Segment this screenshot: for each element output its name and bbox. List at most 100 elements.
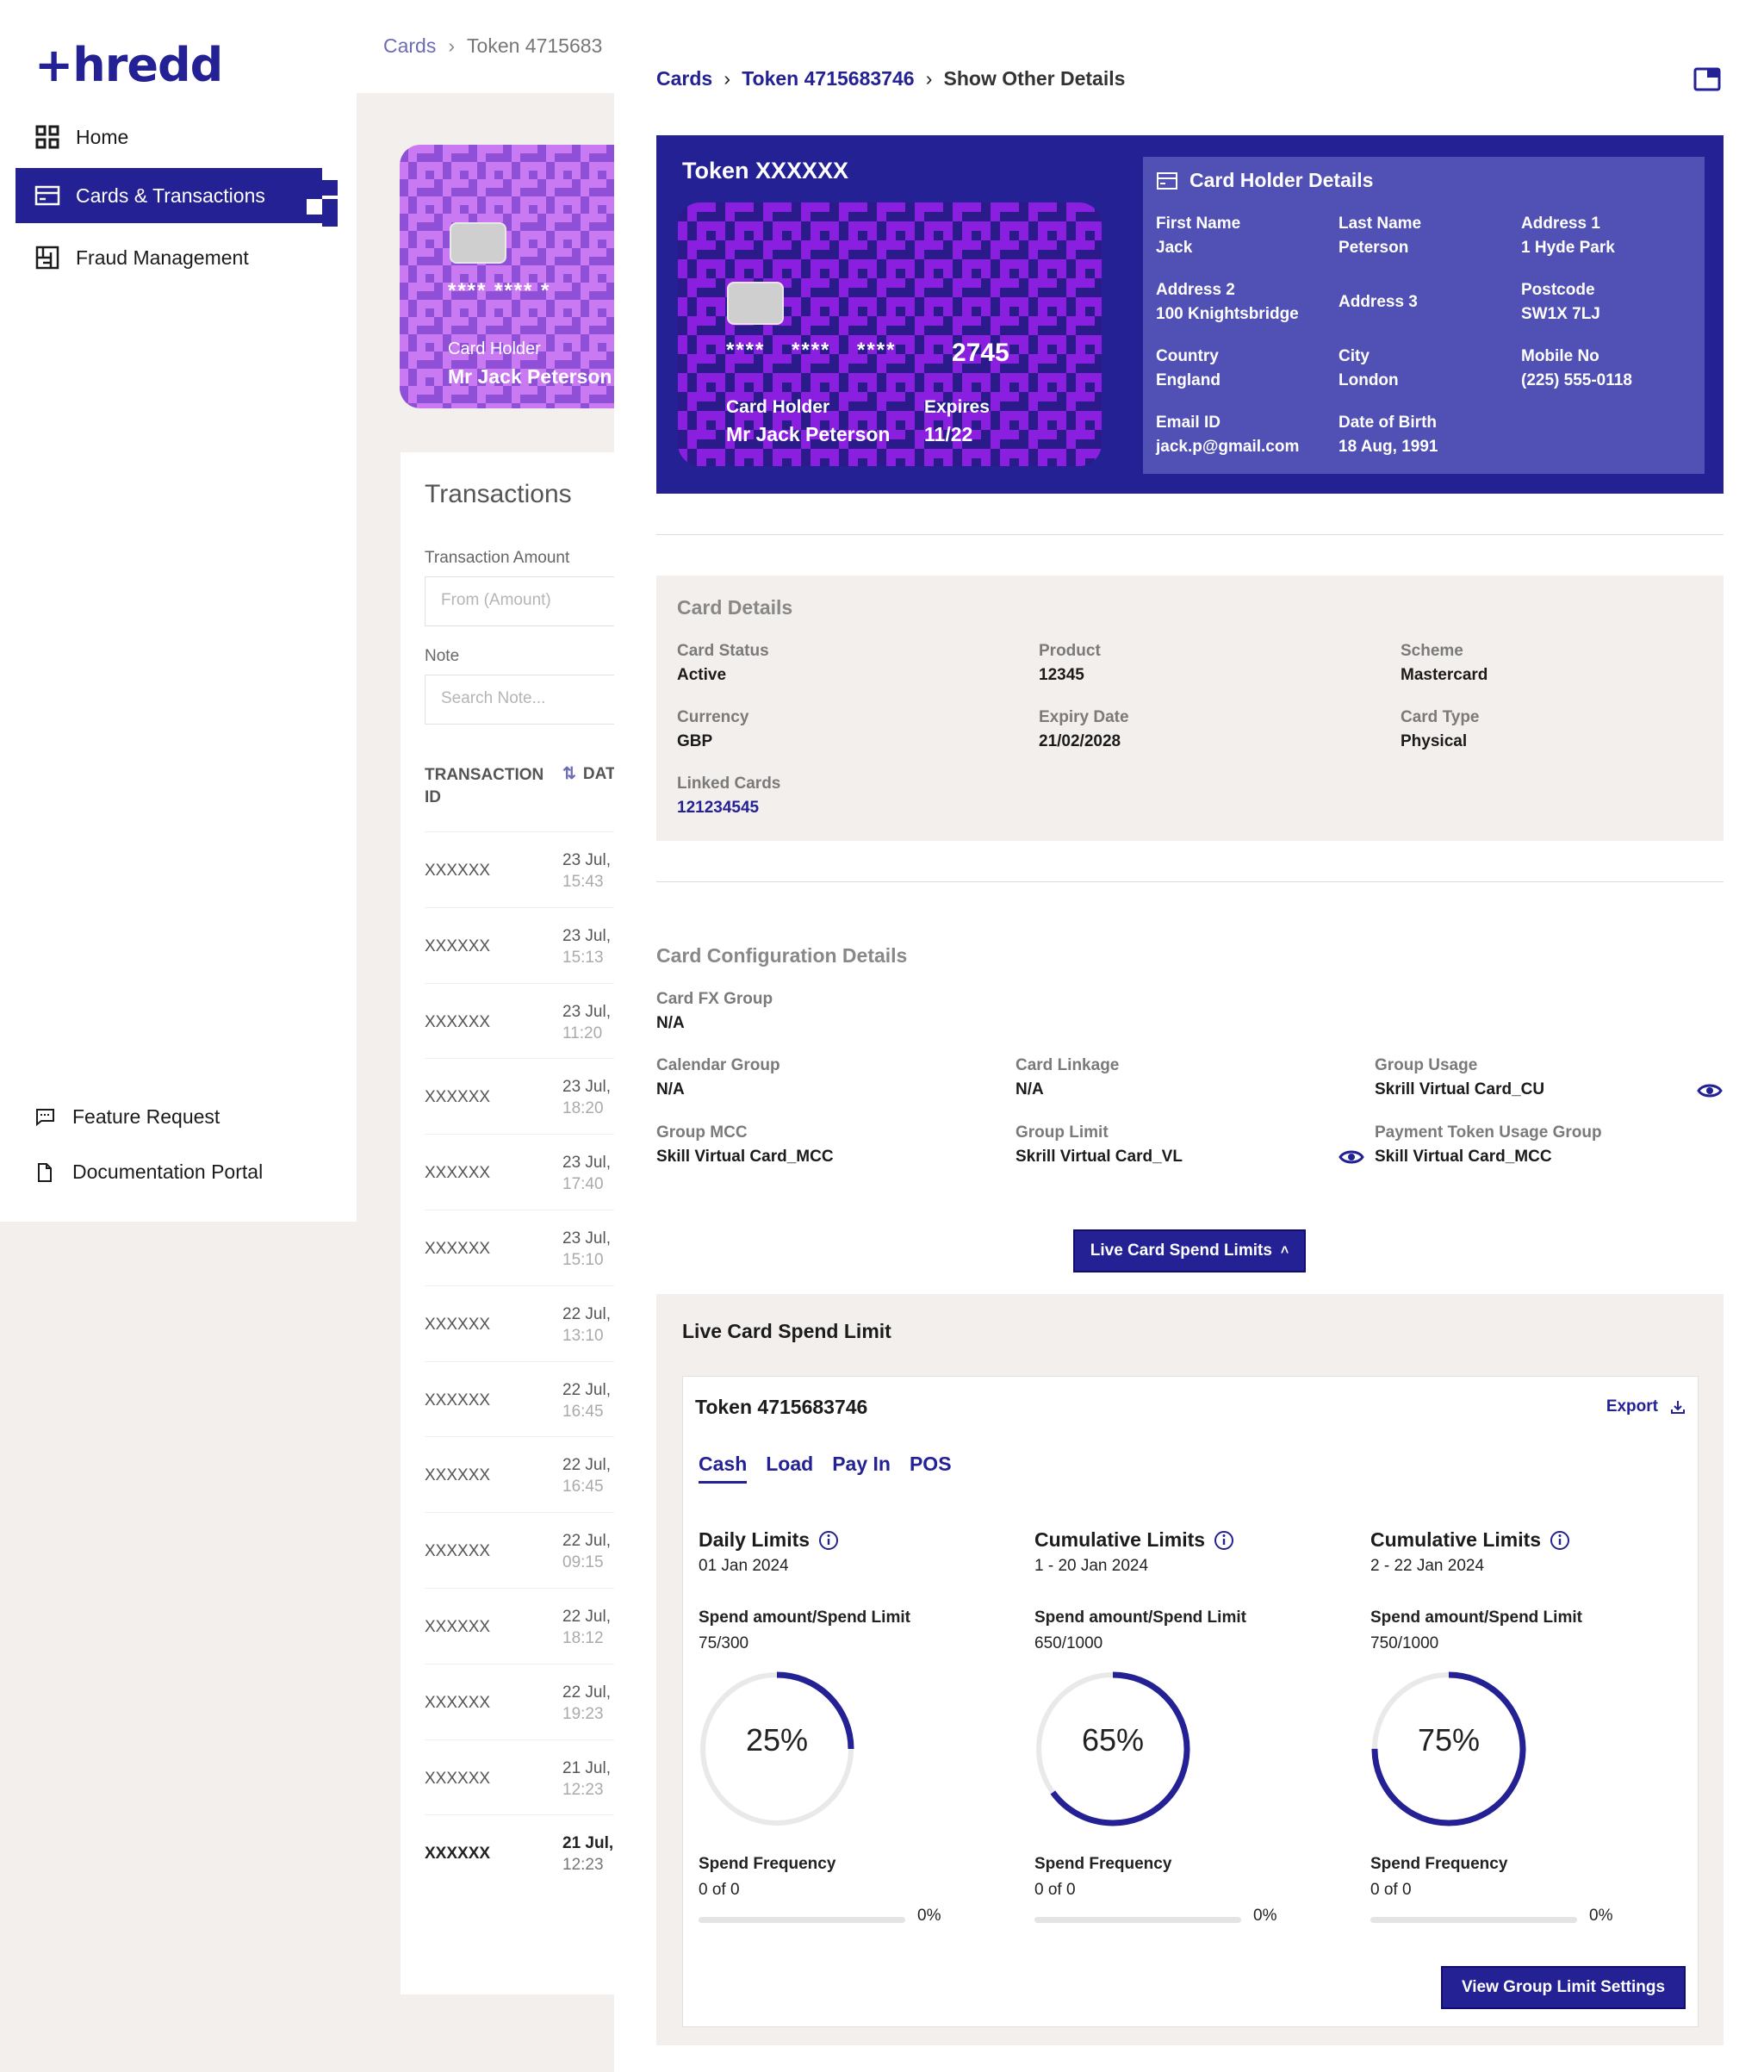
tab-cash[interactable]: Cash <box>699 1453 748 1484</box>
table-row[interactable]: XXXXXX 22 Jul, 13:10 <box>425 1285 623 1361</box>
eye-icon[interactable] <box>1339 1148 1364 1167</box>
limit-title: Daily Limits <box>699 1528 1009 1552</box>
frequency-progress-bar <box>699 1917 905 1923</box>
card-last-four: 2745 <box>952 339 1009 367</box>
table-row[interactable]: XXXXXX 21 Jul, 12:23 <box>425 1739 623 1815</box>
breadcrumb: Cards › Token 4715683 <box>383 34 602 58</box>
limit-column: Daily Limits 01 Jan 2024 Spend amount/Spen… <box>699 1528 1009 1925</box>
amount-input[interactable]: From (Amount) <box>425 576 623 626</box>
group-limit-field: Group Limit Skrill Virtual Card_VL <box>1016 1123 1183 1166</box>
transactions-panel: Transactions Transaction Amount From (Am… <box>401 452 623 1994</box>
spend-progress-ring <box>1035 1671 1190 1826</box>
feedback-icon <box>34 1107 55 1128</box>
chevron-right-icon: › <box>448 34 456 57</box>
page-header <box>357 0 615 93</box>
drawer-breadcrumb: Cards › Token 4715683746 › Show Other De… <box>656 67 1125 90</box>
group-usage-field: Group Usage Skrill Virtual Card_CU <box>1375 1056 1545 1098</box>
table-row[interactable]: XXXXXX 22 Jul, 18:12 <box>425 1588 623 1664</box>
token-hero: Token XXXXXX **** **** **** 2745 Card Ho… <box>656 135 1724 494</box>
download-icon <box>1670 1399 1686 1415</box>
view-group-limit-settings-button[interactable]: View Group Limit Settings <box>1441 1966 1686 2009</box>
transactions-title: Transactions <box>425 480 572 508</box>
thredd-logo[interactable]: +hredd <box>34 38 223 92</box>
card-details-section: Card Details Card Status Active Product 12… <box>656 576 1724 841</box>
table-row[interactable]: XXXXXX 23 Jul, 11:20 <box>425 982 623 1059</box>
transaction-id: XXXXXX <box>425 936 491 955</box>
spend-percent: 25% <box>745 1722 809 1758</box>
note-search-input[interactable]: Search Note... <box>425 675 623 725</box>
info-icon[interactable] <box>1214 1530 1234 1551</box>
sidebar-item-label: Cards & Transactions <box>76 184 265 207</box>
card-icon <box>1157 171 1177 190</box>
address-3-field: Address 3 <box>1339 293 1418 311</box>
limit-period: 1 - 20 Jan 2024 <box>1034 1557 1149 1575</box>
sidebar-item-documentation-portal[interactable]: Documentation Portal <box>34 1160 263 1184</box>
sidebar: +hredd Home Cards & Transactions Fraud M… <box>0 0 357 1222</box>
table-row[interactable]: XXXXXX 23 Jul, 17:40 <box>425 1134 623 1210</box>
city-field: City London <box>1339 347 1399 389</box>
card-icon <box>34 183 60 208</box>
breadcrumb-current: Show Other Details <box>943 67 1126 90</box>
tab-pay-in[interactable]: Pay In <box>832 1453 891 1475</box>
grid-icon <box>34 124 60 150</box>
sidebar-item-home[interactable]: Home <box>16 109 322 165</box>
transaction-date: 23 Jul, 15:10 <box>562 1229 611 1269</box>
breadcrumb-cards[interactable]: Cards <box>383 34 437 57</box>
table-row[interactable]: XXXXXX 22 Jul, 16:45 <box>425 1360 623 1437</box>
sidebar-item-cards-transactions[interactable]: Cards & Transactions <box>16 168 338 223</box>
spend-percent: 75% <box>1417 1722 1481 1758</box>
table-row[interactable]: XXXXXX 21 Jul, 12:23 <box>425 1814 623 1890</box>
table-row[interactable]: XXXXXX 23 Jul, 15:43 <box>425 831 623 907</box>
breadcrumb-token[interactable]: Token 4715683 <box>467 34 603 57</box>
sort-icon[interactable]: ⇅ <box>562 765 576 783</box>
table-row[interactable]: XXXXXX 22 Jul, 16:45 <box>425 1436 623 1512</box>
transaction-id: XXXXXX <box>425 1845 491 1864</box>
table-row[interactable]: XXXXXX 23 Jul, 18:20 <box>425 1058 623 1134</box>
column-header-date[interactable]: ⇅ DAT <box>562 765 616 783</box>
address-2-field: Address 2 100 Knightsbridge <box>1156 281 1299 323</box>
breadcrumb-cards[interactable]: Cards <box>656 67 713 90</box>
breadcrumb-token[interactable]: Token 4715683746 <box>742 67 915 90</box>
first-name-field: First Name Jack <box>1156 215 1241 257</box>
table-row[interactable]: XXXXXX 23 Jul, 15:10 <box>425 1210 623 1285</box>
linked-card-link[interactable]: 121234545 <box>677 799 760 817</box>
live-card-spend-limit-panel: Live Card Spend Limit Token 4715683746 E… <box>656 1294 1724 2045</box>
fraud-icon <box>34 245 60 271</box>
frequency-percent: 0% <box>1253 1907 1277 1925</box>
tab-load[interactable]: Load <box>766 1453 814 1475</box>
live-card-spend-limits-button[interactable]: Live Card Spend Limits ˄ <box>1073 1229 1306 1272</box>
expires-label: Expires <box>924 397 990 417</box>
spend-frequency-value: 0 of 0 <box>1034 1881 1076 1899</box>
sidebar-item-fraud-management[interactable]: Fraud Management <box>16 230 322 285</box>
last-name-field: Last Name Peterson <box>1339 215 1422 257</box>
transaction-date: 21 Jul, 12:23 <box>562 1834 614 1875</box>
transaction-id: XXXXXX <box>425 1542 491 1561</box>
info-icon[interactable] <box>1550 1530 1570 1551</box>
column-header-transaction-id[interactable]: TRANSACTION ID <box>425 766 544 806</box>
spend-progress-ring <box>1371 1671 1526 1826</box>
card-linkage-field: Card Linkage N/A <box>1016 1056 1120 1098</box>
tab-pos[interactable]: POS <box>909 1453 952 1475</box>
table-row[interactable]: XXXXXX 22 Jul, 19:23 <box>425 1663 623 1739</box>
ring-progress-arc <box>699 1671 854 1826</box>
info-icon[interactable] <box>818 1530 839 1551</box>
table-row[interactable]: XXXXXX 23 Jul, 15:13 <box>425 906 623 983</box>
card-number-masked: **** **** **** <box>726 339 897 362</box>
table-row[interactable]: XXXXXX 22 Jul, 09:15 <box>425 1512 623 1588</box>
export-button[interactable]: Export <box>1606 1397 1686 1416</box>
limit-title: Cumulative Limits <box>1370 1528 1680 1552</box>
frequency-progress-bar <box>1370 1917 1577 1923</box>
eye-icon[interactable] <box>1697 1081 1723 1100</box>
transaction-id: XXXXXX <box>425 1315 491 1334</box>
chevron-right-icon: › <box>724 67 731 90</box>
frequency-percent: 0% <box>1589 1907 1613 1925</box>
collapse-panel-icon[interactable] <box>1693 67 1721 91</box>
card-holder-details-title: Card Holder Details <box>1157 169 1691 192</box>
sidebar-item-feature-request[interactable]: Feature Request <box>34 1105 220 1129</box>
card-holder-name: Mr Jack Peterson <box>448 365 612 388</box>
mobile-no-field: Mobile No (225) 555-0118 <box>1521 347 1632 389</box>
transaction-id: XXXXXX <box>425 1391 491 1409</box>
date-of-birth-field: Date of Birth 18 Aug, 1991 <box>1339 414 1438 456</box>
card-pattern <box>678 202 1102 466</box>
